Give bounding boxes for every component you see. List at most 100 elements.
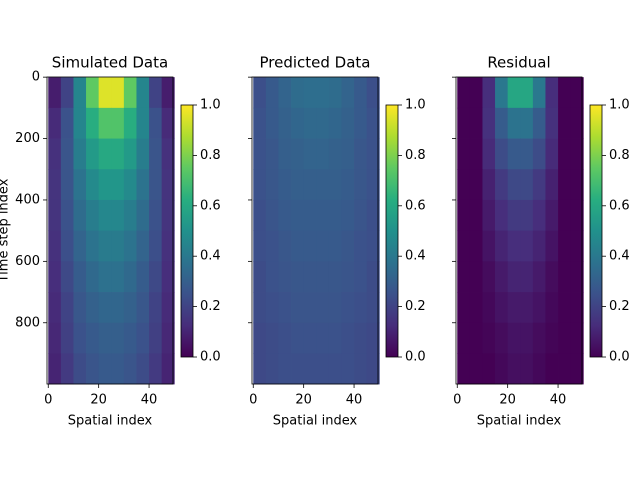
heatmap-cell [457,199,471,232]
heatmap-cell [366,292,380,324]
heatmap-cell [149,77,163,109]
heatmap-cell [532,107,546,139]
colorbar-tick-label: 0.8 [200,148,221,163]
x-tick-label: 0 [249,393,257,408]
y-axis-label: Time step index [0,178,12,283]
heatmap-cell [316,230,330,262]
heatmap-cell [291,261,305,293]
heatmap-cell [469,107,483,139]
heatmap-cell [316,261,330,293]
heatmap-cell [457,353,471,385]
heatmap-cell [457,77,471,109]
heatmap-cell [60,138,74,170]
heatmap-cell [86,322,100,354]
heatmap-cell [482,322,496,354]
heatmap-cell [354,107,368,139]
heatmap-cell [495,107,509,139]
y-tick-label: 200 [15,131,40,146]
heatmap-cell [469,77,483,109]
heatmap-cell [253,292,267,324]
heatmap-cell [60,169,74,201]
heatmap-cell [354,169,368,201]
heatmap-cell [545,199,559,232]
heatmap-cell [316,322,330,354]
colorbar [589,104,603,358]
heatmap-cell [86,199,100,232]
heatmap-cell [123,353,137,385]
heatmap-cell [469,199,483,232]
heatmap-cell [265,261,279,293]
heatmap-cell [558,107,572,139]
heatmap-cell [495,230,509,262]
heatmap-cell [291,199,305,232]
heatmap-cell [520,353,534,385]
heatmap-cell [570,138,584,170]
heatmap-cell [73,353,87,385]
heatmap-cell [48,138,62,170]
heatmap-cell [354,138,368,170]
x-axis-label: Spatial index [68,414,153,429]
heatmap-cell [341,77,355,109]
heatmap-cell [341,199,355,232]
heatmap-cell [123,169,137,201]
heatmap-cell [136,199,150,232]
heatmap-cell [123,230,137,262]
heatmap-cell [469,292,483,324]
colorbar-tick-label: 0.6 [200,198,221,213]
heatmap-cell [482,138,496,170]
heatmap-cell [532,199,546,232]
heatmap-cell [73,230,87,262]
heatmap-cell [73,138,87,170]
colorbar-tick-label: 0.2 [405,299,426,314]
heatmap-cell [482,292,496,324]
heatmap-cell [161,77,175,109]
heatmap-cell [532,169,546,201]
heatmap-cell [366,138,380,170]
heatmap-cell [136,169,150,201]
heatmap-cell [136,261,150,293]
heatmap-cell [469,261,483,293]
heatmap-cell [354,230,368,262]
heatmap-cell [366,353,380,385]
heatmap-cell [316,107,330,139]
heatmap-cell [48,77,62,109]
heatmap-cell [111,261,125,293]
heatmap-cell [48,169,62,201]
heatmap-cell [123,107,137,139]
x-tick-label: 20 [499,393,516,408]
heatmap-cell [265,107,279,139]
heatmap-cell [111,322,125,354]
heatmap-cell [278,199,292,232]
heatmap-cell [149,353,163,385]
heatmap-cell [73,292,87,324]
heatmap-cell [469,353,483,385]
heatmap-cell [341,230,355,262]
heatmap-cell [123,322,137,354]
heatmap-cell [545,77,559,109]
colorbar [385,104,399,358]
heatmap-cell [149,138,163,170]
heatmap-cell [328,107,342,139]
heatmap-cell [545,353,559,385]
heatmap-cell [291,169,305,201]
heatmap-cell [507,322,521,354]
heatmap-cell [136,292,150,324]
heatmap-cell [495,199,509,232]
heatmap-cell [482,169,496,201]
heatmap-cell [570,353,584,385]
heatmap-cell [291,77,305,109]
heatmap-cell [149,322,163,354]
heatmap-cell [48,199,62,232]
heatmap-cell [98,138,112,170]
heatmap-cell [457,261,471,293]
heatmap-cell [495,353,509,385]
heatmap-cell [507,353,521,385]
heatmap-cell [73,169,87,201]
heatmap-cell [73,107,87,139]
heatmap-cell [558,230,572,262]
heatmap-cell [161,199,175,232]
heatmap-cell [558,77,572,109]
heatmap-cell [111,199,125,232]
heatmap-cell [328,199,342,232]
